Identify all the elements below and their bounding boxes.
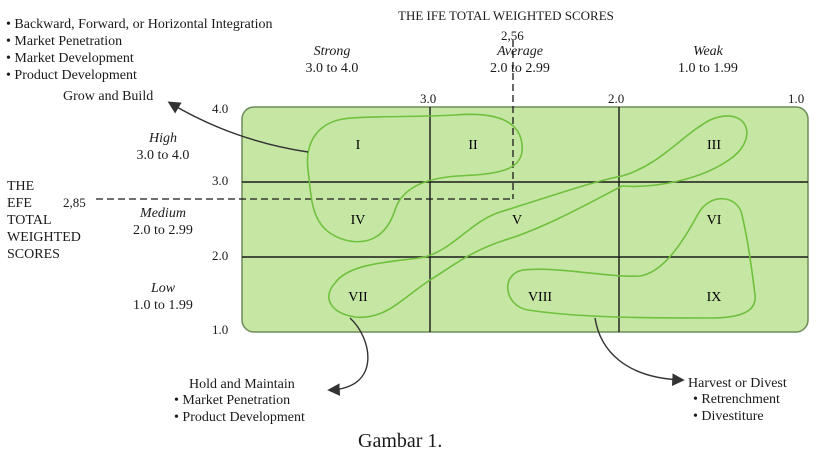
- x-tick-2: 2.0: [608, 91, 625, 106]
- y-tick-2: 2.0: [212, 248, 229, 263]
- matrix-background: [241, 106, 809, 333]
- x-axis-marker-label: 2,56: [501, 28, 524, 43]
- hold-maintain-strategy-list: Market Penetration Product Development: [174, 392, 305, 426]
- y-tick-3: 3.0: [212, 173, 229, 188]
- cell-label-vii: VII: [348, 290, 368, 305]
- grow-build-region: [306, 113, 523, 243]
- strategy-item: Divestiture: [693, 408, 780, 425]
- cell-label-iv: IV: [351, 213, 366, 228]
- cell-label-i: I: [356, 138, 361, 153]
- cell-label-ix: IX: [707, 290, 722, 305]
- row-header-high: High 3.0 to 4.0: [136, 131, 190, 163]
- strategy-item: Retrenchment: [693, 391, 780, 408]
- strategy-item: Product Development: [6, 67, 273, 84]
- harvest-divest-strategy-list: Retrenchment Divestiture: [693, 391, 780, 425]
- harvest-divest-region: [506, 197, 756, 319]
- y-axis-title: THE EFE TOTAL WEIGHTED SCORES: [7, 179, 81, 262]
- hold-maintain-region: [328, 115, 748, 319]
- y-tick-4: 4.0: [212, 101, 229, 116]
- cell-label-v: V: [512, 213, 522, 228]
- x-axis-title: THE IFE TOTAL WEIGHTED SCORES: [398, 8, 614, 23]
- strategy-item: Market Penetration: [174, 392, 305, 409]
- row-header-medium: Medium 2.0 to 2.99: [133, 206, 193, 238]
- cell-label-vi: VI: [707, 213, 722, 228]
- x-tick-3: 3.0: [420, 91, 437, 106]
- grow-build-strategy-list: Backward, Forward, or Horizontal Integra…: [6, 16, 273, 84]
- y-axis-marker-label: 2,85: [63, 195, 86, 210]
- column-header-strong: Strong 3.0 to 4.0: [305, 44, 359, 76]
- grow-build-arrow: [167, 101, 309, 153]
- strategy-item: Market Penetration: [6, 33, 273, 50]
- grow-build-label: Grow and Build: [63, 89, 154, 104]
- figure-caption: Gambar 1.: [358, 430, 443, 452]
- y-tick-1: 1.0: [212, 322, 229, 337]
- cell-label-ii: II: [468, 138, 478, 153]
- strategy-item: Market Development: [6, 50, 273, 67]
- strategy-item: Product Development: [174, 409, 304, 426]
- cell-label-iii: III: [707, 138, 721, 153]
- cell-label-viii: VIII: [528, 290, 552, 305]
- column-header-weak: Weak 1.0 to 1.99: [678, 44, 738, 76]
- column-header-average: Average 2.0 to 2.99: [490, 44, 550, 76]
- row-header-low: Low 1.0 to 1.99: [133, 281, 193, 313]
- strategy-item: Backward, Forward, or Horizontal Integra…: [6, 16, 272, 33]
- harvest-divest-label: Harvest or Divest: [688, 376, 787, 391]
- harvest-divest-arrow: [594, 317, 685, 386]
- hold-maintain-arrow: [327, 317, 369, 396]
- hold-maintain-label: Hold and Maintain: [189, 377, 295, 392]
- x-tick-1: 1.0: [788, 91, 805, 106]
